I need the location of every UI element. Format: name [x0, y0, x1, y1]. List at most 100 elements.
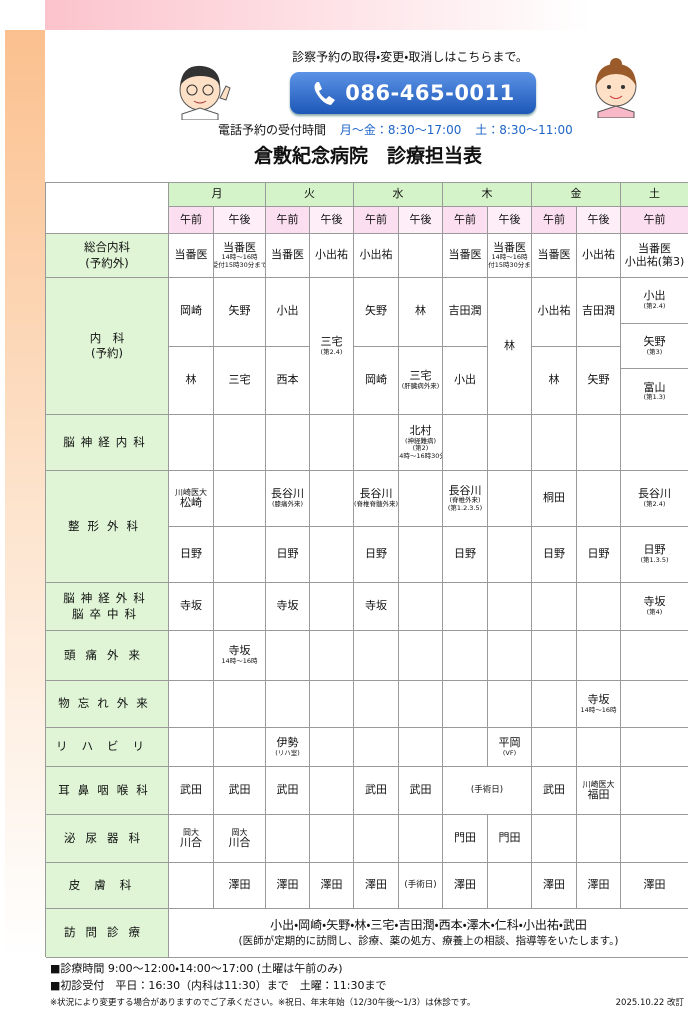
corner-cell: [46, 183, 169, 234]
schedule-table: 月 火 水 木 金 土午前 午後 午前 午後 午前 午後 午前 午後 午前 午後 午前 総合内科 (予約外) 当番医…: [45, 182, 688, 958]
phone-button[interactable]: 086-465-0011: [290, 72, 536, 114]
schedule-cell: 武田: [532, 767, 577, 815]
schedule-cell: 門田: [488, 815, 532, 863]
grid-cell: [214, 471, 266, 527]
nurse-illustration: [595, 58, 637, 118]
grid-cell: [214, 583, 266, 631]
schedule-cell: 澤田: [310, 863, 354, 909]
doctor-name: 寺坂: [228, 644, 251, 658]
grid-cell: [214, 681, 266, 728]
doctor-name: 富山: [643, 380, 666, 394]
grid-cell: [621, 815, 688, 863]
period-header: 午前: [443, 207, 488, 234]
row-label: (予約): [91, 346, 123, 360]
period-label: 午前: [454, 212, 476, 226]
doctor-name: 伊勢: [276, 735, 299, 749]
schedule-cell: 矢野: [577, 346, 621, 415]
row-label-cell: 頭痛外来: [46, 631, 169, 681]
period-label: 午前: [365, 212, 387, 226]
grid-cell: [169, 728, 214, 767]
doctor-name: 当番医: [493, 240, 526, 254]
doctor-name: 福田: [587, 787, 610, 801]
schedule-cell: 小出 (第2.4): [621, 278, 688, 324]
schedule-cell: 岡崎: [169, 278, 214, 347]
footer-line: ※状況により変更する場合がありますのでご了承ください。※祝日、年末年始（12/3…: [50, 998, 476, 1008]
schedule-cell: 澤田: [354, 863, 399, 909]
doctor-name: 小出: [643, 289, 666, 303]
period-label: 午前: [276, 212, 299, 226]
grid-cell: [310, 815, 354, 863]
cell-note: (第4): [646, 608, 663, 617]
doctor-name: 武田: [409, 783, 432, 797]
grid-cell: [266, 815, 310, 863]
schedule-cell: 三宅: [214, 346, 266, 415]
doctor-name: 岡崎: [365, 372, 387, 386]
grid-cell: [310, 728, 354, 767]
hours-saturday: 土：8:30～11:00: [475, 123, 573, 137]
doctor-name: 長谷川: [271, 487, 304, 501]
doctor-name: 寺坂: [276, 599, 299, 613]
grid-cell: [488, 471, 532, 527]
row-label: 脳神経外科: [63, 591, 151, 606]
schedule-cell: 矢野: [214, 278, 266, 347]
grid-cell: [266, 415, 310, 471]
grid-cell: [266, 681, 310, 728]
day-header: 金: [532, 183, 621, 207]
schedule-cell: 吉田潤: [443, 278, 488, 347]
period-label: 午前: [180, 212, 202, 226]
top-band: [45, 0, 688, 30]
cell-pre: 川崎医大: [175, 487, 207, 497]
doctor-name: 日野: [587, 547, 610, 561]
cell-note: 14時～16時: [491, 253, 528, 262]
grid-cell: [399, 527, 443, 583]
schedule-cell: 寺坂 14時～16時: [577, 681, 621, 728]
grid-cell: [310, 415, 354, 471]
schedule-cell: 小出: [266, 278, 310, 347]
cell-note: (第1.3): [643, 393, 666, 402]
doctor-name: 武田: [543, 783, 565, 797]
schedule-cell: 林: [399, 278, 443, 347]
grid-cell: [532, 415, 577, 471]
doctor-name: 日野: [543, 547, 565, 561]
period-header: 午前: [266, 207, 310, 234]
grid-cell: [443, 631, 488, 681]
cell-note: (第1.2.3.5): [447, 503, 483, 512]
doctor-name: 当番医: [638, 241, 671, 255]
grid-cell: [532, 681, 577, 728]
schedule-cell: 当番医: [169, 234, 214, 278]
schedule-cell: 小出祐: [532, 278, 577, 347]
grid-cell: [577, 583, 621, 631]
day-label: 月: [211, 187, 223, 201]
revision-date: 2025.10.22 改訂: [615, 998, 684, 1008]
schedule-cell: 小出: [443, 346, 488, 415]
period-header: 午前: [169, 207, 214, 234]
grid-cell: [532, 815, 577, 863]
row-label-cell: 耳鼻咽喉科: [46, 767, 169, 815]
schedule-cell: 日野: [266, 527, 310, 583]
schedule-cell: 寺坂 14時～16時: [214, 631, 266, 681]
row-label-cell: 脳神経内科: [46, 415, 169, 471]
grid-cell: [169, 863, 214, 909]
grid-cell: [577, 471, 621, 527]
doctor-name: 寺坂: [587, 692, 610, 706]
grid-cell: [214, 728, 266, 767]
grid-cell: [532, 728, 577, 767]
cell-note: 14時～16時: [580, 705, 617, 714]
grid-cell: [577, 415, 621, 471]
grid-cell: [443, 415, 488, 471]
doctor-name: 日野: [454, 547, 476, 561]
cell-note: 14時～16時: [221, 657, 258, 666]
schedule-cell: 北村(神経難病)(第2)14時～16時30分: [399, 415, 443, 471]
cell-note: (第2.4): [320, 347, 343, 356]
schedule-cell: 武田: [354, 767, 399, 815]
schedule-cell: 平岡 (VF): [488, 728, 532, 767]
cell-pre: 岡大: [231, 827, 248, 837]
doctor-name: 寺坂: [180, 599, 202, 613]
cell-note: 14時～16時30分: [399, 451, 442, 460]
row-label-cell: 整形外科: [46, 471, 169, 583]
grid-cell: [621, 631, 688, 681]
hours-label: 電話予約の受付時間: [218, 123, 327, 137]
row-label: 皮膚科: [68, 877, 146, 892]
phone-icon: [314, 82, 336, 105]
grid-cell: [354, 728, 399, 767]
